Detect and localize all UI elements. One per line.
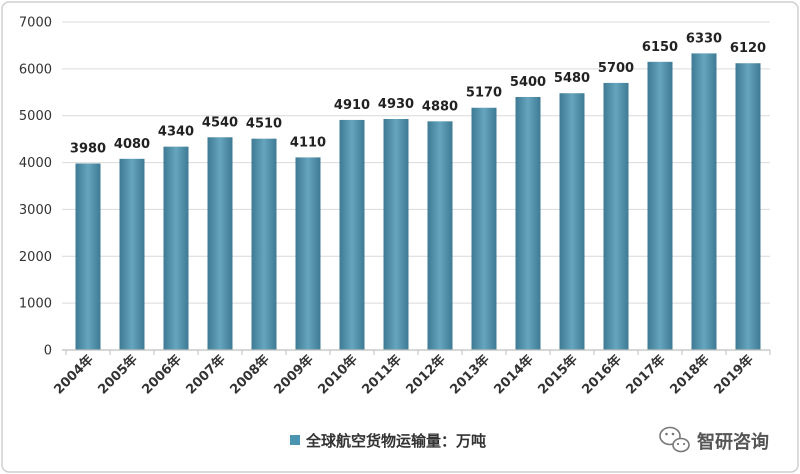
bar <box>119 158 145 350</box>
bars: 3980 4080 4340 4540 4510 4110 4910 4930 4880 5170… <box>70 31 766 351</box>
y-tick-label: 0 <box>44 344 52 359</box>
legend: 全球航空货物运输量：万吨 <box>290 432 486 450</box>
data-label: 6120 <box>730 41 766 56</box>
bar <box>339 119 365 350</box>
bar <box>163 146 189 350</box>
y-tick-label: 3000 <box>19 203 52 218</box>
bar <box>295 157 321 350</box>
data-label: 5170 <box>466 86 502 101</box>
data-label: 4110 <box>290 135 326 150</box>
bar <box>559 93 585 351</box>
y-tick-label: 5000 <box>19 109 52 124</box>
data-label: 5480 <box>554 71 590 86</box>
legend-swatch <box>290 435 300 445</box>
data-label: 4910 <box>334 98 370 113</box>
wechat-icon <box>659 426 690 453</box>
watermark: 智研咨询 <box>659 426 769 453</box>
bar <box>471 107 497 351</box>
bar <box>75 163 101 350</box>
bar <box>647 61 673 350</box>
bar <box>691 53 717 350</box>
y-tick-label: 2000 <box>19 250 52 265</box>
bar <box>207 137 233 350</box>
data-label: 5700 <box>598 61 634 76</box>
y-tick-label: 6000 <box>19 62 52 77</box>
data-label: 5400 <box>510 75 546 90</box>
y-tick-label: 4000 <box>19 156 52 171</box>
bar <box>735 63 761 351</box>
y-tick-label: 1000 <box>19 297 52 312</box>
data-label: 4540 <box>202 115 238 130</box>
bar <box>251 138 277 350</box>
data-label: 6330 <box>686 31 722 46</box>
bar <box>427 121 453 350</box>
bar <box>515 96 541 350</box>
legend-label: 全球航空货物运输量：万吨 <box>305 432 486 450</box>
data-label: 4080 <box>114 137 150 152</box>
data-label: 3980 <box>70 142 106 157</box>
y-tick-label: 7000 <box>19 16 52 31</box>
data-label: 4510 <box>246 117 282 132</box>
bar <box>603 82 629 351</box>
watermark-text: 智研咨询 <box>697 431 769 453</box>
data-label: 4880 <box>422 99 458 114</box>
y-axis: 0 1000 2000 3000 4000 5000 6000 7000 <box>19 16 52 359</box>
data-label: 6150 <box>642 40 678 55</box>
bar <box>383 118 409 350</box>
data-label: 4340 <box>158 125 194 140</box>
data-label: 4930 <box>378 97 414 112</box>
